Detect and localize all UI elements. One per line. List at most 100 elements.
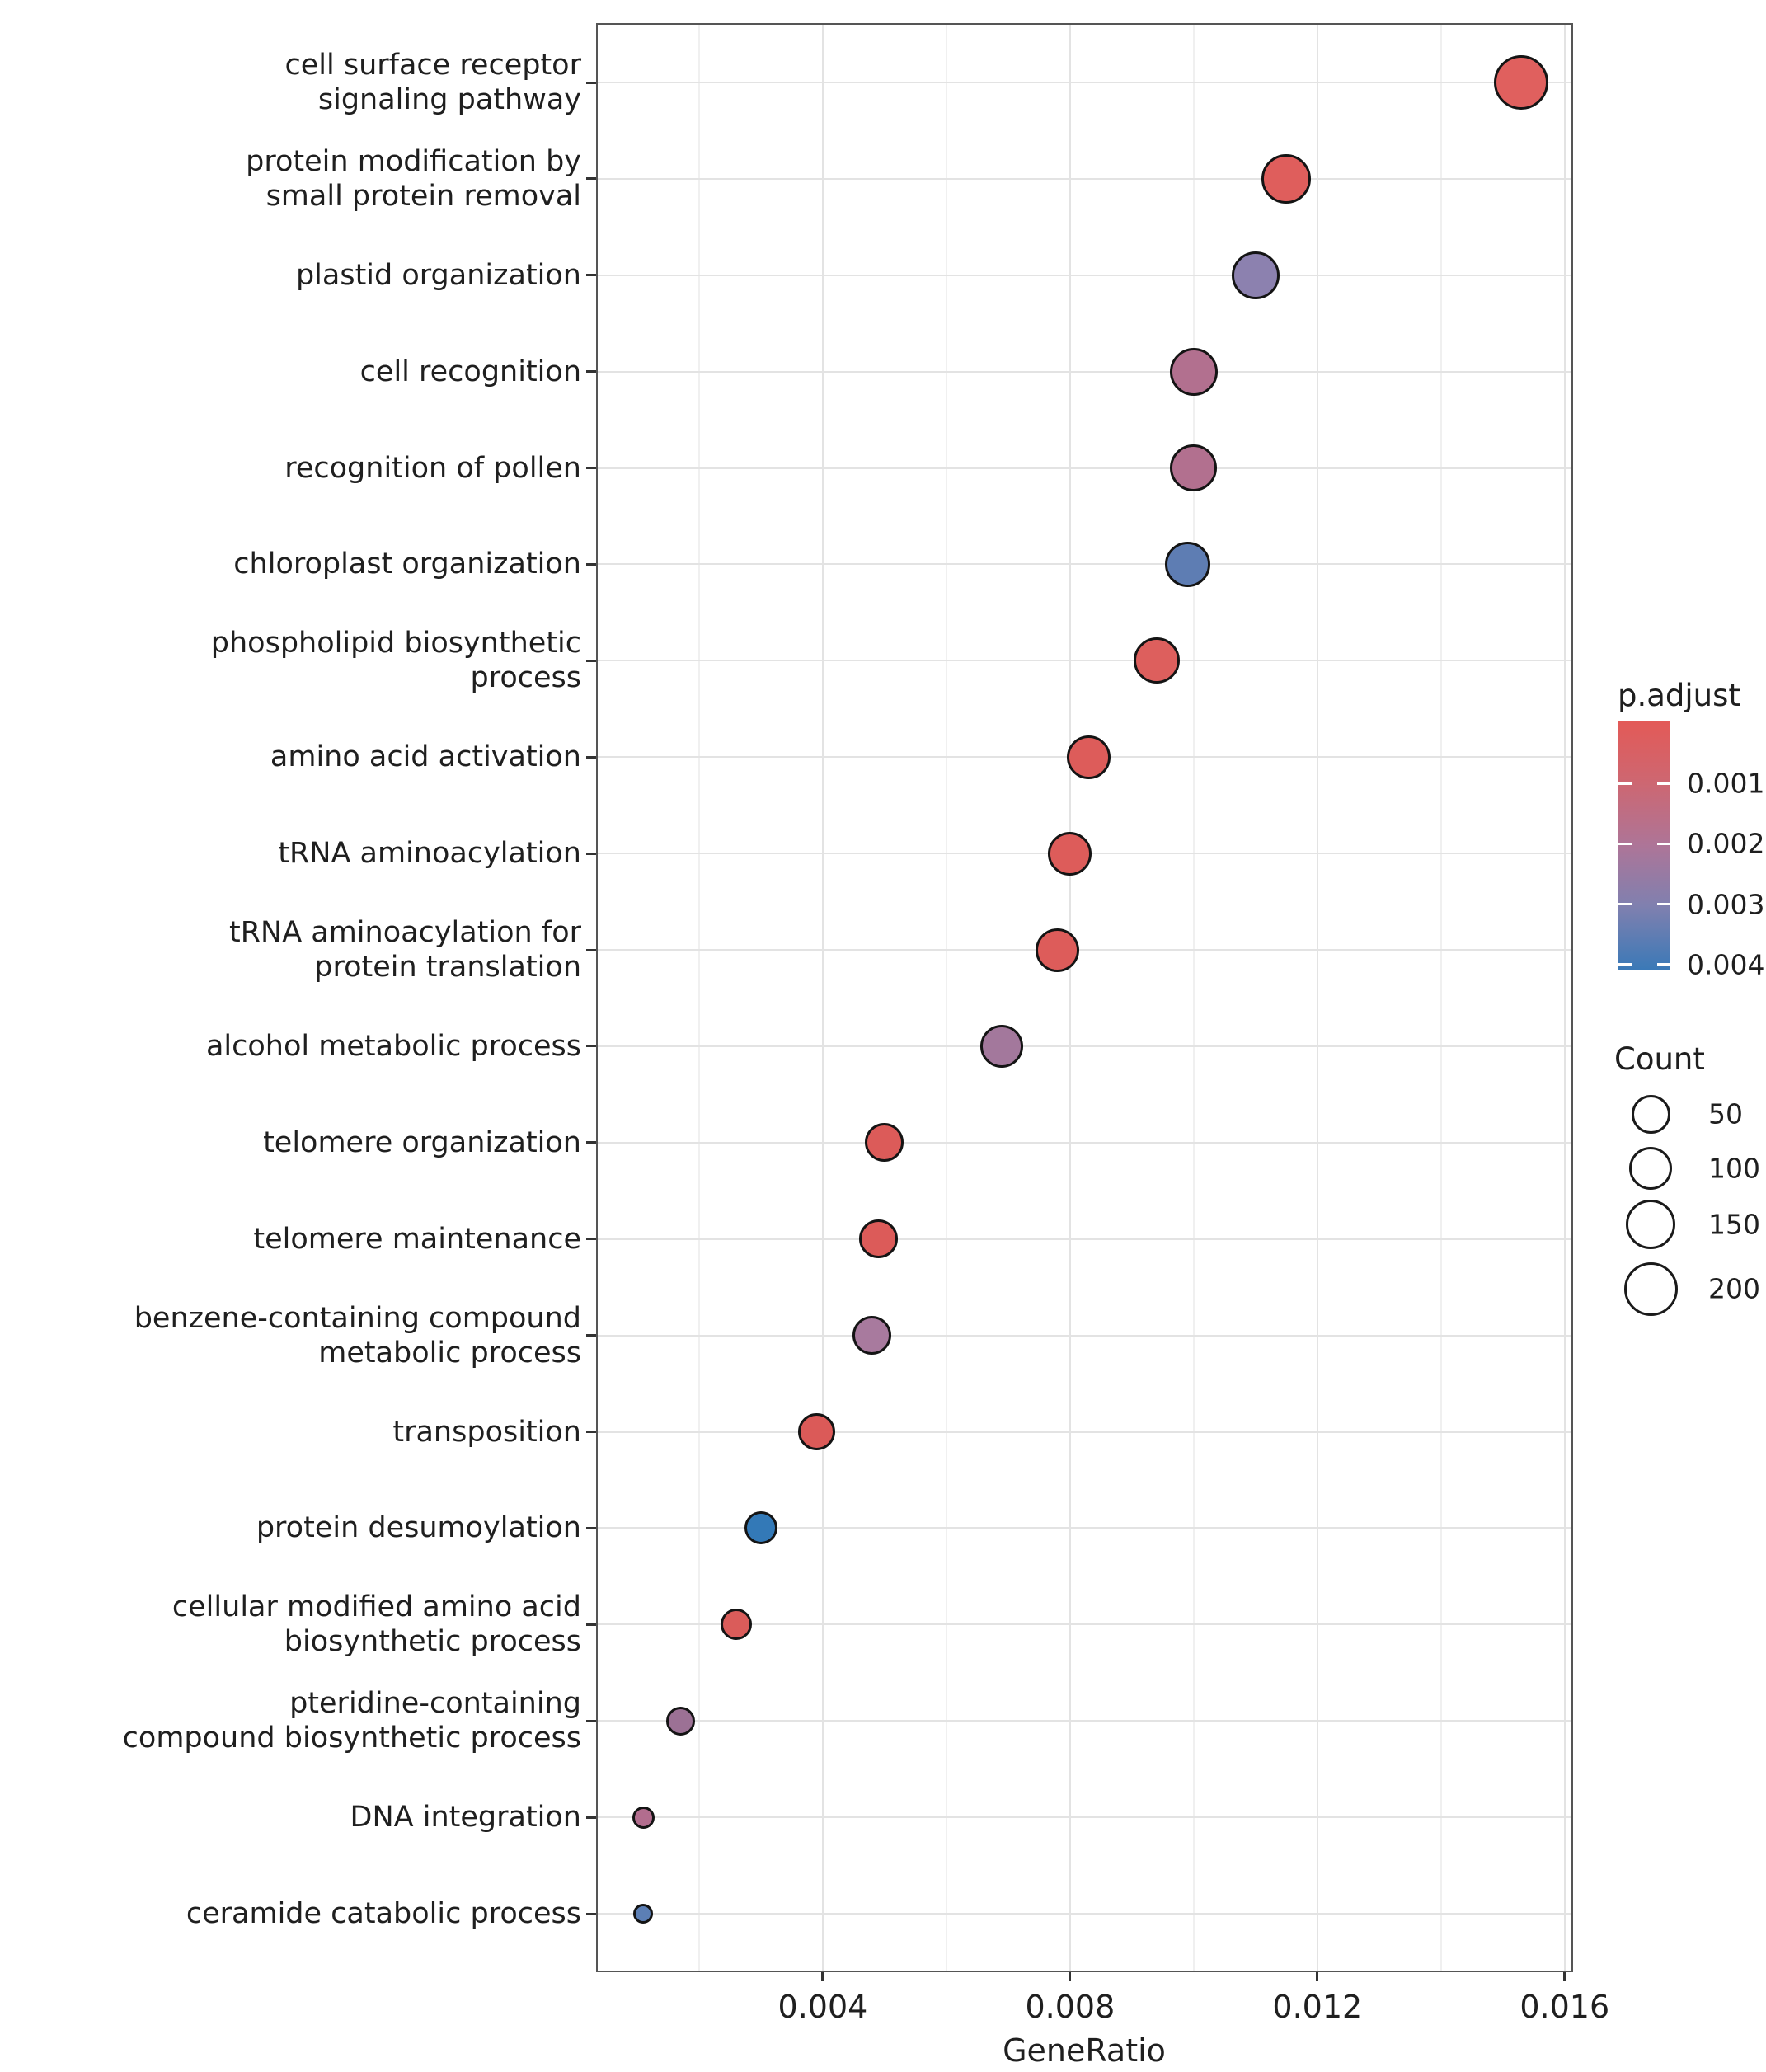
colorbar-tick-label: 0.003 <box>1687 888 1765 921</box>
y-axis-tick <box>586 1912 597 1915</box>
y-axis-category-label: transposition <box>392 1415 581 1449</box>
data-point <box>665 1706 695 1736</box>
y-axis-tick <box>586 1334 597 1337</box>
count-legend-circle <box>1629 1147 1672 1190</box>
y-axis-category-label: telomere organization <box>263 1125 581 1159</box>
x-axis-tick <box>1069 1971 1072 1981</box>
plot-panel <box>598 25 1571 1971</box>
data-point <box>744 1511 777 1545</box>
y-axis-category-label: protein desumoylation <box>256 1511 581 1545</box>
y-gridline <box>598 1913 1571 1915</box>
y-axis-category-label: cellular modified amino acid biosynthetic… <box>171 1590 581 1659</box>
x-minor-gridline <box>697 25 700 1971</box>
y-gridline <box>598 1431 1571 1433</box>
data-point <box>980 1024 1024 1068</box>
x-axis-tick-label: 0.004 <box>777 1989 868 2025</box>
count-legend-label: 100 <box>1708 1152 1760 1185</box>
colorbar-tick <box>1618 842 1632 845</box>
y-axis-tick <box>586 852 597 855</box>
y-axis-category-label: cell surface receptor signaling pathway <box>284 49 581 116</box>
x-axis-tick-label: 0.012 <box>1272 1989 1363 2025</box>
count-legend-circle <box>1623 1262 1678 1316</box>
x-minor-gridline <box>1192 25 1195 1971</box>
y-axis-category-label: chloroplast organization <box>233 547 581 581</box>
y-axis-tick <box>586 370 597 374</box>
data-point <box>1066 735 1111 779</box>
data-point <box>720 1609 752 1641</box>
y-gridline <box>598 274 1571 276</box>
y-axis-tick <box>586 948 597 951</box>
y-gridline <box>598 1527 1571 1529</box>
y-axis-category-label: amino acid activation <box>270 740 581 774</box>
y-gridline <box>598 370 1571 373</box>
x-minor-gridline <box>945 25 947 1971</box>
x-axis-tick <box>1563 1971 1566 1981</box>
count-legend-label: 50 <box>1708 1097 1743 1130</box>
y-gridline <box>598 1623 1571 1626</box>
y-axis-category-label: protein modification by small protein rem… <box>246 144 581 213</box>
y-gridline <box>598 563 1571 566</box>
data-point <box>632 1806 655 1829</box>
data-point <box>1170 444 1218 492</box>
y-axis-category-label: benzene-containing compound metabolic pro… <box>134 1301 581 1370</box>
y-gridline <box>598 1141 1571 1144</box>
colorbar-tick <box>1657 963 1670 966</box>
y-gridline <box>598 1045 1571 1047</box>
y-gridline <box>598 1334 1571 1337</box>
y-axis-tick <box>586 1623 597 1626</box>
data-point <box>1036 928 1080 972</box>
y-axis-tick <box>586 467 597 470</box>
x-axis-tick <box>821 1971 824 1981</box>
colorbar-tick <box>1657 903 1670 906</box>
y-axis-category-label: plastid organization <box>295 258 581 292</box>
data-point <box>858 1219 898 1259</box>
colorbar-tick <box>1657 842 1670 845</box>
y-axis-tick <box>586 177 597 181</box>
data-point <box>797 1413 835 1451</box>
x-axis-tick <box>1316 1971 1319 1981</box>
y-axis-tick <box>586 1526 597 1529</box>
count-legend-label: 150 <box>1708 1208 1760 1241</box>
x-major-gridline <box>1316 25 1318 1971</box>
y-axis-category-label: alcohol metabolic process <box>205 1029 581 1063</box>
y-axis-tick <box>586 1141 597 1144</box>
y-axis-category-label: tRNA aminoacylation <box>278 837 581 871</box>
y-axis-category-label: phospholipid biosynthetic process <box>210 627 581 695</box>
y-gridline <box>598 660 1571 662</box>
colorbar-tick <box>1618 782 1632 785</box>
y-gridline <box>598 82 1571 83</box>
y-gridline <box>598 949 1571 951</box>
y-gridline <box>598 177 1571 180</box>
data-point <box>865 1123 904 1163</box>
data-point <box>1231 251 1280 299</box>
y-gridline <box>598 1238 1571 1240</box>
colorbar-tick-label: 0.001 <box>1687 767 1765 800</box>
y-gridline <box>598 467 1571 469</box>
x-major-gridline <box>1069 25 1071 1971</box>
y-gridline <box>598 1816 1571 1819</box>
colorbar-tick-label: 0.004 <box>1687 948 1765 981</box>
p-adjust-colorbar <box>1618 721 1670 970</box>
colorbar-tick <box>1618 903 1632 906</box>
y-axis-tick <box>586 1816 597 1819</box>
y-axis-tick <box>586 1045 597 1048</box>
x-axis-title: GeneRatio <box>1003 2032 1166 2069</box>
y-axis-tick <box>586 81 597 84</box>
count-legend-circle <box>1631 1094 1670 1134</box>
y-axis-category-label: recognition of pollen <box>284 451 581 485</box>
y-axis-tick <box>586 1719 597 1722</box>
colorbar-tick-label: 0.002 <box>1687 827 1765 860</box>
y-axis-tick <box>586 659 597 662</box>
y-axis-tick <box>586 1238 597 1241</box>
data-point <box>852 1316 892 1355</box>
colorbar-tick <box>1618 963 1632 966</box>
x-major-gridline <box>821 25 824 1971</box>
data-point <box>1133 637 1180 684</box>
y-axis-tick <box>586 755 597 759</box>
y-gridline <box>598 1720 1571 1722</box>
count-legend-circle <box>1626 1200 1675 1249</box>
x-axis-tick-label: 0.016 <box>1519 1989 1610 2025</box>
y-axis-tick <box>586 274 597 277</box>
y-axis-tick <box>586 562 597 566</box>
